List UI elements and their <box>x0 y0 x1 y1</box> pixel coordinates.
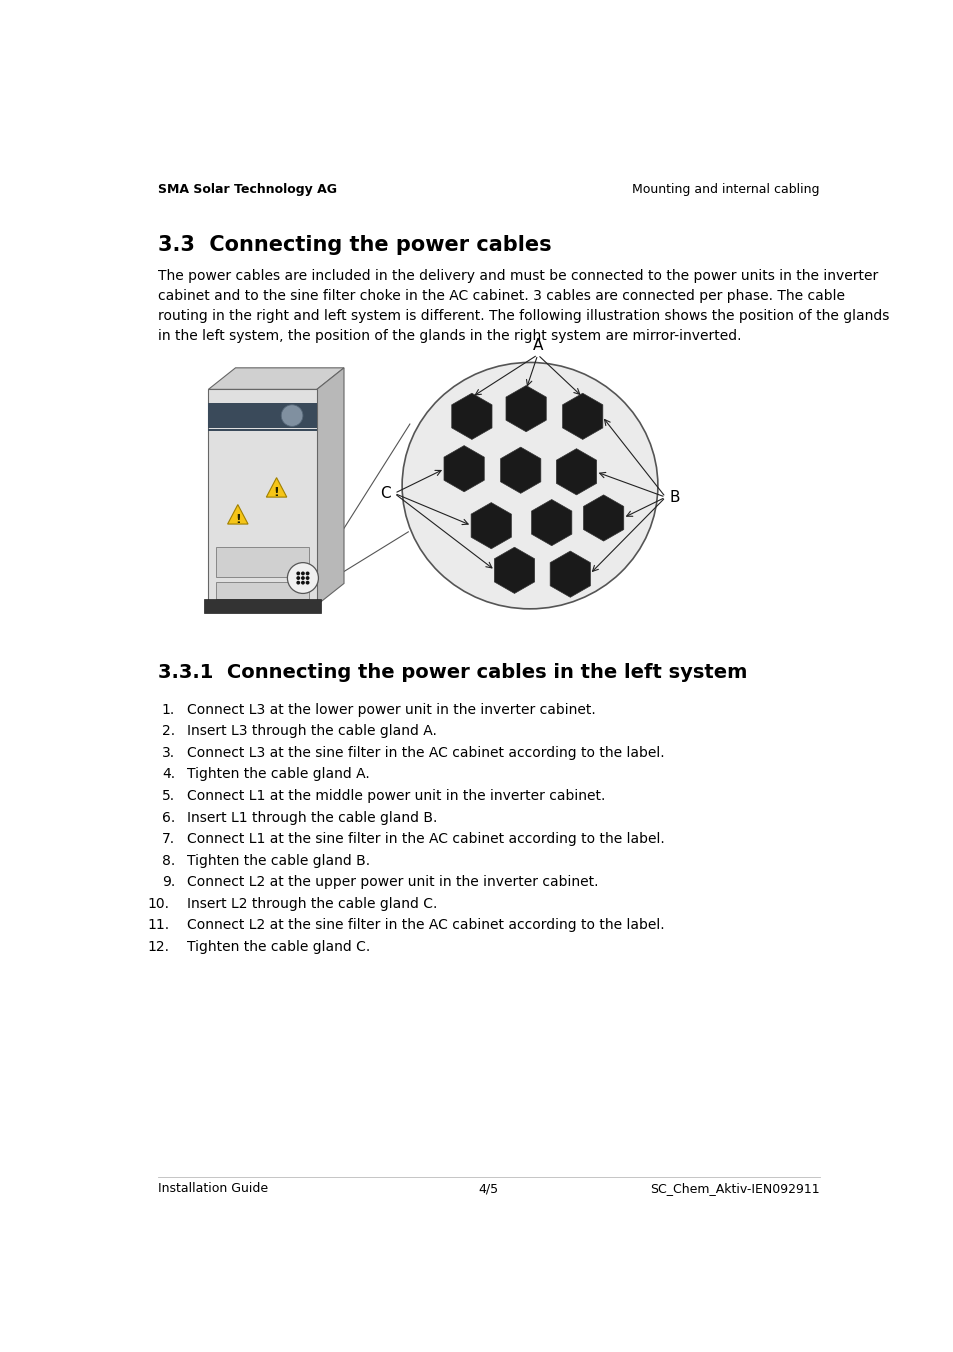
Circle shape <box>305 581 309 584</box>
Text: C: C <box>379 485 390 500</box>
Circle shape <box>305 572 309 576</box>
Text: A: A <box>532 338 542 353</box>
Text: 4/5: 4/5 <box>478 1182 498 1195</box>
Bar <box>216 548 309 576</box>
Circle shape <box>305 576 309 580</box>
Text: 9.: 9. <box>162 875 174 890</box>
Text: SC_Chem_Aktiv-IEN092911: SC_Chem_Aktiv-IEN092911 <box>650 1182 819 1195</box>
Text: SMA Solar Technology AG: SMA Solar Technology AG <box>158 183 336 196</box>
Text: 2.: 2. <box>162 725 174 738</box>
Text: Connect L1 at the sine filter in the AC cabinet according to the label.: Connect L1 at the sine filter in the AC … <box>187 831 664 846</box>
Text: 7.: 7. <box>162 831 174 846</box>
Text: 4.: 4. <box>162 768 174 781</box>
Bar <box>216 581 309 599</box>
Text: Connect L2 at the sine filter in the AC cabinet according to the label.: Connect L2 at the sine filter in the AC … <box>187 918 664 933</box>
Bar <box>204 599 320 612</box>
Bar <box>208 430 316 431</box>
Text: Installation Guide: Installation Guide <box>158 1182 268 1195</box>
Circle shape <box>301 581 305 584</box>
Polygon shape <box>443 446 484 492</box>
Text: The power cables are included in the delivery and must be connected to the power: The power cables are included in the del… <box>158 269 888 342</box>
Circle shape <box>301 572 305 576</box>
Text: !: ! <box>274 487 279 499</box>
Circle shape <box>287 562 318 594</box>
Polygon shape <box>316 368 344 604</box>
Text: Insert L2 through the cable gland C.: Insert L2 through the cable gland C. <box>187 896 437 911</box>
Polygon shape <box>208 368 344 389</box>
Text: 6.: 6. <box>162 811 174 825</box>
Polygon shape <box>494 548 534 594</box>
Polygon shape <box>266 477 287 498</box>
Polygon shape <box>471 503 511 549</box>
Circle shape <box>296 576 300 580</box>
Bar <box>208 389 316 604</box>
Circle shape <box>281 404 303 426</box>
Polygon shape <box>452 393 492 439</box>
Ellipse shape <box>402 362 658 608</box>
Text: B: B <box>669 489 679 504</box>
Text: 11.: 11. <box>148 918 170 933</box>
Text: Insert L1 through the cable gland B.: Insert L1 through the cable gland B. <box>187 811 437 825</box>
Text: 10.: 10. <box>148 896 170 911</box>
Text: Connect L3 at the sine filter in the AC cabinet according to the label.: Connect L3 at the sine filter in the AC … <box>187 746 664 760</box>
Text: 8.: 8. <box>162 853 174 868</box>
Text: Connect L1 at the middle power unit in the inverter cabinet.: Connect L1 at the middle power unit in t… <box>187 790 605 803</box>
Text: Tighten the cable gland C.: Tighten the cable gland C. <box>187 940 371 955</box>
Polygon shape <box>583 495 623 541</box>
Polygon shape <box>505 385 546 431</box>
Text: 3.: 3. <box>162 746 174 760</box>
Text: 3.3  Connecting the power cables: 3.3 Connecting the power cables <box>158 235 551 256</box>
Polygon shape <box>500 448 540 493</box>
Circle shape <box>296 572 300 576</box>
Text: Tighten the cable gland B.: Tighten the cable gland B. <box>187 853 370 868</box>
Text: Connect L2 at the upper power unit in the inverter cabinet.: Connect L2 at the upper power unit in th… <box>187 875 598 890</box>
Text: Tighten the cable gland A.: Tighten the cable gland A. <box>187 768 370 781</box>
Text: Connect L3 at the lower power unit in the inverter cabinet.: Connect L3 at the lower power unit in th… <box>187 703 596 717</box>
Polygon shape <box>562 393 602 439</box>
Circle shape <box>301 576 305 580</box>
Bar <box>208 403 316 427</box>
Text: 12.: 12. <box>148 940 170 955</box>
Text: 1.: 1. <box>162 703 174 717</box>
Text: 5.: 5. <box>162 790 174 803</box>
Polygon shape <box>531 499 571 546</box>
Polygon shape <box>556 449 596 495</box>
Text: Insert L3 through the cable gland A.: Insert L3 through the cable gland A. <box>187 725 436 738</box>
Text: 3.3.1  Connecting the power cables in the left system: 3.3.1 Connecting the power cables in the… <box>158 662 746 681</box>
Text: !: ! <box>234 512 240 526</box>
Polygon shape <box>228 504 248 525</box>
Polygon shape <box>550 552 590 598</box>
Circle shape <box>296 581 300 584</box>
Text: Mounting and internal cabling: Mounting and internal cabling <box>632 183 819 196</box>
